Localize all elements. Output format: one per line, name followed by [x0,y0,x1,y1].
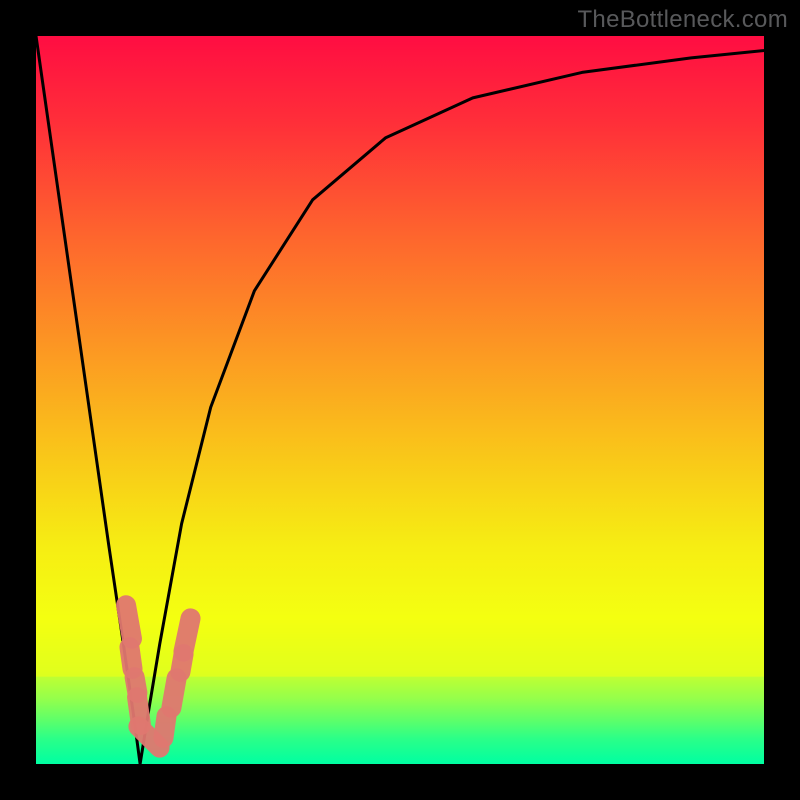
data-marker [126,605,132,638]
watermark-text: TheBottleneck.com [577,6,788,34]
pass-band [36,615,764,677]
data-marker [163,716,166,738]
bottleneck-chart [0,0,800,800]
data-marker [171,678,176,708]
chart-container: TheBottleneck.com [0,0,800,800]
data-marker [180,654,183,672]
data-marker [129,647,132,669]
